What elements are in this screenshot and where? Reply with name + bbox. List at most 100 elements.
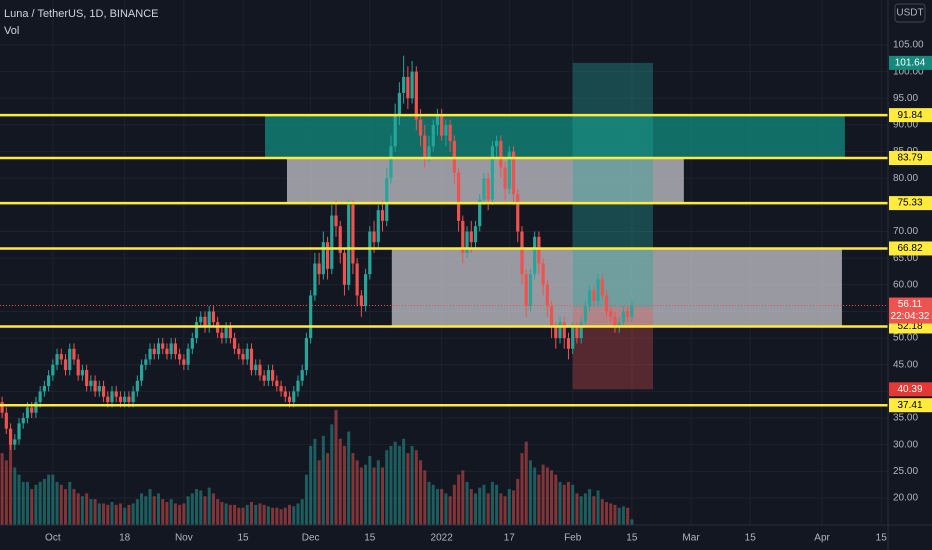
volume-bar — [85, 493, 89, 525]
candle-body — [169, 343, 173, 355]
candle-body — [482, 178, 486, 200]
volume-bar — [207, 487, 211, 525]
candle-body — [207, 311, 211, 328]
x-tick-label: 17 — [504, 533, 516, 544]
volume-bar — [296, 503, 300, 525]
volume-bar — [355, 460, 359, 525]
price-label: 56.11 — [898, 299, 923, 310]
candle-body — [30, 407, 34, 413]
candle-body — [389, 146, 393, 179]
volume-bar — [309, 445, 313, 525]
candle-body — [110, 391, 114, 403]
candle-body — [435, 114, 440, 125]
candle-body — [21, 418, 25, 424]
candle-body — [588, 290, 592, 307]
candle-body — [173, 343, 178, 355]
volume-bar — [254, 504, 258, 525]
volume-bar — [245, 504, 249, 525]
candle-body — [190, 338, 194, 349]
candle-body — [51, 364, 55, 376]
candle-body — [258, 364, 262, 376]
candle-body — [571, 327, 575, 349]
candle-body — [478, 199, 482, 227]
volume-bar — [397, 445, 401, 525]
candle-body — [275, 380, 279, 387]
volume-bar — [38, 481, 42, 525]
candle-body — [59, 354, 63, 360]
candle-body — [287, 396, 292, 403]
volume-bar — [550, 470, 554, 525]
candle-body — [604, 295, 609, 312]
zone — [265, 115, 845, 159]
volume-bar — [97, 503, 101, 525]
volume-bar — [482, 484, 486, 525]
volume-bar — [148, 489, 152, 525]
candle-body — [271, 370, 275, 381]
volume-bar — [609, 503, 613, 525]
volume-bar — [275, 507, 279, 525]
candle-body — [313, 263, 317, 296]
volume-bar — [13, 467, 17, 525]
candle-body — [334, 215, 338, 227]
volume-bar — [173, 503, 177, 525]
y-tick-label: 105.00 — [893, 40, 924, 51]
volume-bar — [469, 489, 473, 525]
volume-bar — [583, 493, 587, 525]
volume-bar — [473, 493, 477, 525]
volume-bar — [512, 490, 516, 525]
candle-body — [621, 311, 626, 323]
x-tick-label: 15 — [626, 533, 638, 544]
volume-bar — [114, 504, 118, 525]
candle-body — [194, 322, 199, 339]
volume-bar — [4, 460, 8, 525]
candle-body — [139, 364, 144, 381]
volume-bar — [76, 493, 80, 525]
volume-bar — [9, 438, 13, 525]
volume-bar — [127, 504, 131, 525]
candle-body — [596, 279, 600, 301]
currency[interactable]: USDT — [896, 8, 923, 19]
candle-body — [34, 402, 38, 413]
candle-body — [152, 348, 156, 355]
candle-body — [254, 364, 258, 371]
volume-bar — [440, 489, 444, 525]
y-tick-label: 20.00 — [893, 493, 918, 504]
volume-bar — [389, 445, 393, 525]
volume-bar — [402, 438, 406, 525]
volume-bar — [233, 504, 237, 525]
candle-body — [97, 386, 101, 392]
level-tag — [889, 151, 932, 166]
candle-body — [511, 151, 516, 195]
candle-body — [490, 146, 494, 200]
volume-bar — [0, 453, 4, 525]
volume-bar — [381, 467, 385, 525]
candle-body — [444, 124, 448, 136]
candle-body — [203, 316, 207, 328]
level-label: 66.82 — [897, 243, 922, 254]
y-tick-label: 50.00 — [893, 333, 918, 344]
candle-body — [372, 231, 376, 243]
candle-body — [13, 439, 17, 445]
volume-bar — [292, 506, 296, 525]
currency-box[interactable] — [894, 3, 926, 23]
candle-body — [211, 311, 216, 323]
candle-body — [241, 354, 245, 360]
candle-body — [562, 322, 566, 339]
volume-bar — [156, 493, 160, 525]
level-tag — [889, 241, 932, 256]
volume-bar — [414, 450, 418, 525]
candle-body — [368, 231, 372, 275]
volume-bar — [161, 499, 165, 525]
candle-body — [626, 311, 630, 317]
volume-bar — [190, 493, 194, 525]
volume-bar — [507, 489, 511, 525]
x-tick-label: 15 — [745, 533, 757, 544]
candle-body — [630, 305, 634, 317]
candle-body — [55, 354, 59, 365]
candle-body — [80, 370, 85, 376]
candle-body — [186, 348, 190, 365]
volume-bar — [321, 435, 325, 525]
stop-tag — [889, 382, 932, 397]
volume-bar — [566, 481, 570, 525]
